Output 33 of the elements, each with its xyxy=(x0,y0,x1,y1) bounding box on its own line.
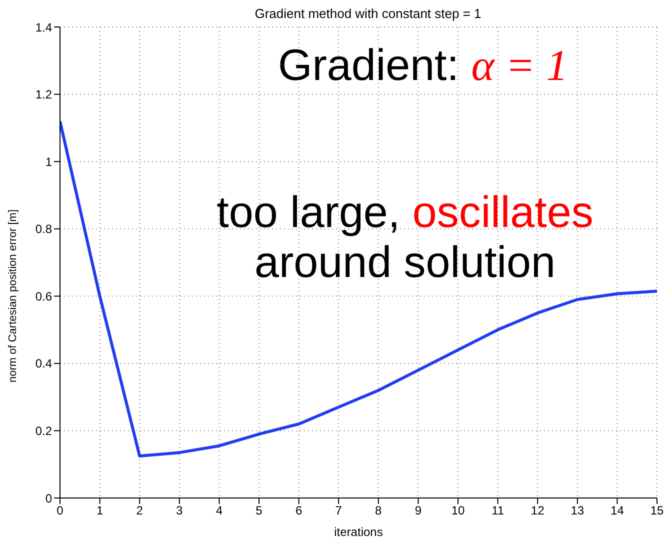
x-tick-label: 3 xyxy=(176,504,184,518)
x-tick-label: 10 xyxy=(451,504,465,518)
x-tick-label: 6 xyxy=(295,504,302,518)
y-tick-label: 1.2 xyxy=(35,88,52,102)
y-tick-label: 0.6 xyxy=(35,289,52,304)
x-tick-label: 15 xyxy=(650,504,664,518)
y-tick-label: 0.2 xyxy=(35,424,52,438)
x-tick-label: 8 xyxy=(375,504,382,518)
y-tick-label: 1 xyxy=(45,154,52,169)
x-tick-label: 7 xyxy=(335,504,342,518)
y-tick-label: 0.4 xyxy=(35,356,52,371)
x-tick-label: 0 xyxy=(56,504,64,518)
y-tick-label: 0 xyxy=(45,491,52,506)
x-tick-label: 2 xyxy=(136,504,144,518)
x-tick-label: 9 xyxy=(414,504,422,518)
annotation: α = 1 xyxy=(471,41,568,90)
x-tick-label: 11 xyxy=(492,504,504,518)
annotation: around solution xyxy=(254,238,556,288)
x-tick-label: 12 xyxy=(530,504,545,518)
x-tick-label: 14 xyxy=(610,504,624,518)
y-tick-label: 1.4 xyxy=(35,20,52,34)
y-tick-label: 0.8 xyxy=(35,222,52,236)
x-tick-label: 1 xyxy=(96,504,104,518)
x-tick-label: 5 xyxy=(256,504,263,518)
chart-title: Gradient method with constant step = 1 xyxy=(254,6,482,21)
x-tick-label: 4 xyxy=(216,504,223,518)
line-series xyxy=(60,120,657,458)
annotation: oscillates xyxy=(412,188,594,237)
annotation: Gradient: xyxy=(278,41,459,90)
annotation: too large, xyxy=(216,188,400,237)
x-tick-label: 13 xyxy=(570,504,584,518)
x-axis-title: iterations xyxy=(334,525,383,539)
y-axis-title: norm of Cartesian position error [m] xyxy=(6,209,19,382)
